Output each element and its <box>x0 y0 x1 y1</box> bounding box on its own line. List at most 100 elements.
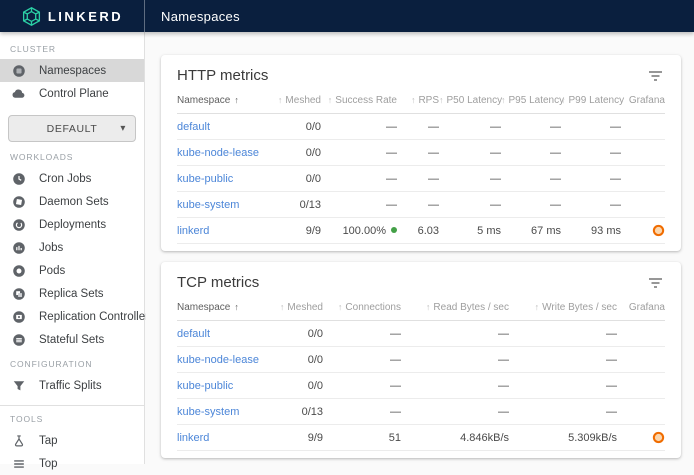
sidebar: CLUSTER Namespaces Control Plane DEFAULT… <box>0 32 145 464</box>
column-label: P50 Latency <box>447 95 503 106</box>
grafana-icon[interactable] <box>652 431 665 444</box>
namespace-link[interactable]: kube-system <box>177 199 239 211</box>
namespace-link[interactable]: linkerd <box>177 432 209 444</box>
table-row: kube-node-lease 0/0 — — — <box>177 347 665 373</box>
sidebar-item-pods[interactable]: Pods <box>0 259 144 282</box>
column-label: P95 Latency <box>509 95 565 106</box>
meshed-value: 9/9 <box>275 425 323 451</box>
namespace-link[interactable]: kube-system <box>177 406 239 418</box>
connections-value: — <box>323 399 401 425</box>
connections-value: 51 <box>323 425 401 451</box>
namespace-link[interactable]: default <box>177 121 210 133</box>
meshed-value: 0/13 <box>275 192 321 218</box>
write-bytes-value: — <box>509 347 617 373</box>
column-label: RPS <box>418 95 439 106</box>
write-bytes-value: — <box>509 399 617 425</box>
namespace-link[interactable]: kube-node-lease <box>177 354 259 366</box>
column-header-read-bytes[interactable]: ↑Read Bytes / sec <box>401 298 509 321</box>
replica-sets-icon <box>11 286 26 301</box>
namespace-link[interactable]: kube-public <box>177 380 233 392</box>
column-header-success-rate[interactable]: ↑Success Rate <box>321 91 397 114</box>
namespace-link[interactable]: kube-public <box>177 173 233 185</box>
connections-value: — <box>323 321 401 347</box>
brand-logo[interactable]: LINKERD <box>0 0 145 32</box>
column-label: Namespace <box>177 302 230 313</box>
namespace-link[interactable]: default <box>177 328 210 340</box>
sidebar-item-control-plane[interactable]: Control Plane <box>0 82 144 105</box>
p99-value: — <box>561 192 621 218</box>
column-header-write-bytes[interactable]: ↑Write Bytes / sec <box>509 298 617 321</box>
sidebar-item-label: Replica Sets <box>39 288 104 300</box>
daemon-sets-icon <box>11 194 26 209</box>
namespace-selector[interactable]: DEFAULT ▾ <box>8 115 136 142</box>
column-label: Success Rate <box>335 95 397 106</box>
namespaces-icon <box>11 63 26 78</box>
read-bytes-value: — <box>401 373 509 399</box>
success-rate-value: — <box>321 166 397 192</box>
sidebar-item-traffic-splits[interactable]: Traffic Splits <box>0 374 144 397</box>
cloud-icon <box>11 86 26 101</box>
connections-value: — <box>323 347 401 373</box>
namespace-link[interactable]: linkerd <box>177 225 209 237</box>
stateful-sets-icon <box>11 332 26 347</box>
p50-value: — <box>439 140 501 166</box>
sidebar-item-tap[interactable]: Tap <box>0 429 144 452</box>
section-label-tools: TOOLS <box>0 406 144 429</box>
p95-value: — <box>501 166 561 192</box>
sidebar-item-replica-sets[interactable]: Replica Sets <box>0 282 144 305</box>
sort-asc-icon: ↑ <box>535 302 540 312</box>
sidebar-item-replication-controllers[interactable]: Replication Controllers <box>0 305 144 328</box>
chevron-down-icon: ▾ <box>120 122 126 133</box>
column-label: Grafana <box>629 95 665 106</box>
column-header-p50-latency[interactable]: ↑P50 Latency <box>439 91 501 114</box>
section-label-cluster: CLUSTER <box>0 36 144 59</box>
column-header-namespace[interactable]: Namespace↑ <box>177 91 275 114</box>
column-label: Read Bytes / sec <box>433 302 509 313</box>
sidebar-item-label: Replication Controllers <box>39 311 155 323</box>
column-header-p95-latency[interactable]: ↑P95 Latency <box>501 91 561 114</box>
rps-value: — <box>397 166 439 192</box>
sidebar-item-stateful-sets[interactable]: Stateful Sets <box>0 328 144 351</box>
success-rate-value: — <box>321 114 397 140</box>
read-bytes-value: 4.846kB/s <box>401 425 509 451</box>
sort-asc-icon: ↑ <box>411 95 416 105</box>
column-label: Connections <box>345 302 401 313</box>
filter-icon[interactable] <box>648 277 665 289</box>
column-header-rps[interactable]: ↑RPS <box>397 91 439 114</box>
column-header-meshed[interactable]: ↑Meshed <box>275 91 321 114</box>
sort-asc-icon: ↑ <box>328 95 333 105</box>
column-label: Meshed <box>287 302 323 313</box>
cron-jobs-icon <box>11 171 26 186</box>
page-title: Namespaces <box>145 0 240 32</box>
sidebar-item-daemon-sets[interactable]: Daemon Sets <box>0 190 144 213</box>
deployments-icon <box>11 217 26 232</box>
p95-value: 67 ms <box>501 218 561 244</box>
meshed-value: 0/0 <box>275 373 323 399</box>
table-row: linkerd 9/9 100.00% 6.03 5 ms 67 ms 93 m… <box>177 218 665 244</box>
p50-value: — <box>439 192 501 218</box>
sidebar-item-jobs[interactable]: Jobs <box>0 236 144 259</box>
column-header-connections[interactable]: ↑Connections <box>323 298 401 321</box>
sort-asc-icon: ↑ <box>234 95 239 105</box>
column-header-meshed[interactable]: ↑Meshed <box>275 298 323 321</box>
column-header-grafana: Grafana <box>621 91 665 114</box>
filter-icon[interactable] <box>648 70 665 82</box>
column-header-p99-latency[interactable]: ↑P99 Latency <box>561 91 621 114</box>
sidebar-item-cron-jobs[interactable]: Cron Jobs <box>0 167 144 190</box>
read-bytes-value: — <box>401 399 509 425</box>
sidebar-item-deployments[interactable]: Deployments <box>0 213 144 236</box>
namespace-link[interactable]: kube-node-lease <box>177 147 259 159</box>
http-metrics-card: HTTP metrics Namespace↑ ↑Meshed ↑Success… <box>161 55 681 251</box>
rps-value: — <box>397 140 439 166</box>
sort-asc-icon: ↑ <box>561 95 566 105</box>
sidebar-item-namespaces[interactable]: Namespaces <box>0 59 144 82</box>
grafana-icon[interactable] <box>652 224 665 237</box>
replication-controllers-icon <box>11 309 26 324</box>
column-header-grafana: Grafana <box>617 298 665 321</box>
column-header-namespace[interactable]: Namespace↑ <box>177 298 275 321</box>
read-bytes-value: — <box>401 347 509 373</box>
p95-value: — <box>501 192 561 218</box>
sidebar-item-label: Cron Jobs <box>39 173 91 185</box>
write-bytes-value: — <box>509 321 617 347</box>
table-row: kube-system 0/13 — — — <box>177 399 665 425</box>
